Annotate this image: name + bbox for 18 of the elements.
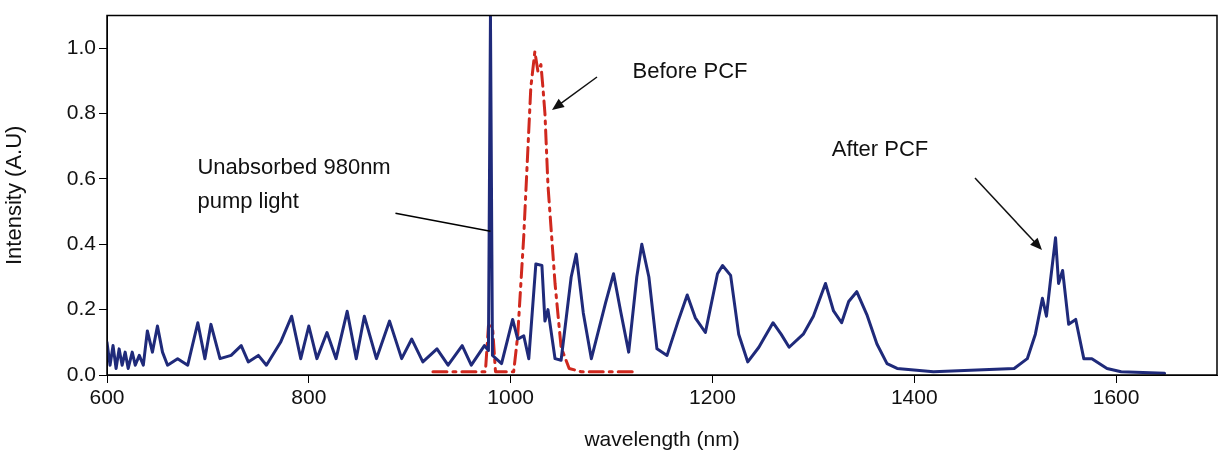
annotation: After PCF [831, 136, 929, 162]
y-tick-label: 0.6 [66, 165, 96, 189]
y-axis-title: Intensity (A.U) [1, 125, 27, 265]
line-series [431, 50, 635, 374]
x-tick-label: 1200 [689, 385, 736, 409]
x-axis-title: wavelength (nm) [583, 427, 740, 451]
annotation: Unabsorbed 980nm pump light [197, 154, 391, 214]
x-tick-label: 800 [291, 385, 327, 409]
x-tick-label: 1600 [1092, 385, 1140, 409]
y-tick-label: 0.2 [66, 296, 96, 320]
y-tick-label: 1.0 [66, 35, 96, 59]
x-tick-label: 1000 [487, 385, 534, 409]
y-tick-label: 0.0 [66, 361, 96, 385]
x-tick-label: 600 [89, 385, 125, 409]
annotation: Before PCF [632, 58, 748, 84]
y-tick-label: 0.4 [66, 231, 97, 255]
x-tick-label: 1400 [890, 385, 938, 409]
y-tick-label: 0.8 [66, 100, 96, 124]
